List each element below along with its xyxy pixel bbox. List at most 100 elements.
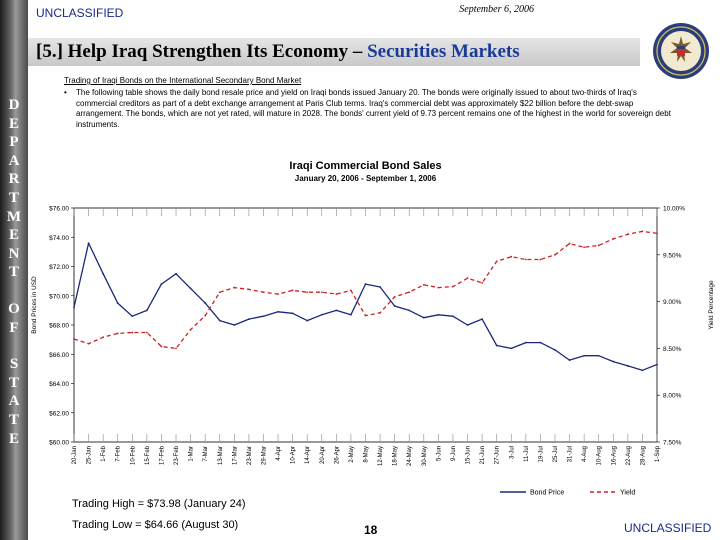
bond-price-point — [364, 283, 367, 285]
x-axis-tick-label: 26-Apr — [334, 446, 340, 464]
yield-point — [422, 283, 425, 286]
right-axis-tick-label: 8.50% — [663, 346, 682, 353]
bond-price-point — [175, 272, 177, 275]
sidebar-letter: N — [8, 245, 20, 262]
x-axis-tick-label: 27-Jun — [495, 446, 501, 464]
yield-point — [583, 246, 586, 249]
x-axis-tick-label: 23-Feb — [174, 445, 180, 465]
yield-point — [495, 260, 498, 263]
yield-point — [408, 291, 411, 294]
yield-point — [612, 237, 615, 240]
trading-high: Trading High = $73.98 (January 24) — [72, 498, 246, 510]
yield-point — [554, 253, 556, 256]
bond-price-point — [277, 310, 279, 313]
section-heading: Trading of Iraqi Bonds on the Internatio… — [64, 76, 302, 85]
chart-subtitle: January 20, 2006 - September 1, 2006 — [295, 174, 437, 183]
bond-chart: Iraqi Commercial Bond Sales January 20, 2… — [31, 160, 715, 497]
x-axis-tick-label: 15-Jun — [466, 446, 472, 464]
bond-price-point — [306, 319, 309, 322]
state-seal-icon — [653, 23, 709, 79]
x-axis-tick-label: 9-Jun — [451, 446, 457, 461]
yield-point — [175, 347, 177, 350]
yield-point — [131, 331, 134, 334]
yield-point — [189, 328, 192, 331]
bond-price-point — [626, 365, 629, 367]
bond-price-point — [350, 313, 352, 316]
bond-price-point — [612, 360, 615, 363]
left-axis-tick-label: $72.00 — [49, 264, 69, 271]
x-axis-tick-label: 24-May — [407, 446, 413, 466]
x-axis-tick-label: 29-Mar — [261, 446, 267, 465]
bond-price-point — [568, 359, 571, 361]
bond-price-point — [102, 272, 105, 275]
x-axis-tick-label: 10-Aug — [597, 446, 603, 465]
left-axis-tick-label: $74.00 — [49, 235, 69, 242]
sidebar-letter: T — [8, 374, 19, 391]
sidebar-letter: F — [9, 319, 19, 336]
header-date: September 6, 2006 — [459, 4, 534, 15]
yield-point — [626, 233, 629, 236]
yield-point — [291, 289, 294, 292]
title-prefix: [5.] Help Iraq Strengthen Its Economy – — [36, 41, 368, 62]
yield-point — [379, 311, 381, 314]
x-axis-tick-label: 1-Mar — [189, 446, 195, 462]
trading-low: Trading Low = $64.66 (August 30) — [72, 519, 239, 531]
x-axis-tick-label: 25-Jul — [553, 446, 559, 462]
yield-point — [510, 255, 513, 258]
bullet-paragraph: • The following table shows the daily bo… — [64, 88, 674, 130]
bond-price-point — [481, 318, 483, 321]
x-axis-tick-label: 15-Feb — [145, 445, 151, 465]
x-axis-tick-label: 7-Feb — [116, 445, 122, 461]
bond-price-point — [73, 306, 75, 309]
left-axis-tick-label: $70.00 — [49, 293, 69, 300]
x-axis-tick-label: 22-Aug — [626, 446, 632, 465]
x-axis-tick-label: 12-May — [378, 446, 384, 466]
x-axis-tick-label: 21-Jun — [480, 446, 486, 464]
bond-price-point — [233, 324, 236, 326]
header-classification: UNCLASSIFIED — [36, 6, 124, 20]
yield-point — [524, 258, 527, 261]
sidebar-letter: M — [6, 208, 22, 225]
sidebar-letter: S — [9, 356, 19, 373]
x-axis-tick-label: 18-May — [393, 446, 399, 466]
yield-point — [641, 230, 644, 233]
sidebar-letter: E — [8, 115, 19, 132]
bond-price-point — [320, 313, 323, 316]
x-axis-tick-label: 1-Sep — [655, 445, 661, 462]
sidebar-letter: E — [8, 227, 19, 244]
yield-point — [452, 285, 454, 288]
sidebar-letter: A — [8, 152, 20, 169]
x-axis-tick-label: 8-May — [364, 446, 370, 463]
sidebar-letter: O — [8, 300, 20, 317]
legend-label: Bond Price — [530, 490, 564, 497]
yield-point — [335, 293, 338, 296]
bond-price-point — [248, 318, 250, 321]
x-axis-tick-label: 16-Aug — [611, 446, 617, 465]
x-axis-tick-label: 13-Mar — [218, 446, 224, 465]
x-axis-tick-label: 31-Jul — [568, 446, 574, 462]
bond-price-point — [160, 283, 163, 285]
bond-price-point — [204, 302, 207, 304]
yield-point — [73, 338, 75, 340]
x-axis-tick-label: 28-Aug — [640, 446, 646, 465]
left-axis-tick-label: $64.00 — [49, 381, 69, 388]
right-axis-tick-label: 9.00% — [663, 299, 682, 306]
x-axis-tick-label: 7-Mar — [203, 446, 209, 462]
right-axis-tick-label: 10.00% — [663, 206, 685, 213]
x-axis-tick-label: 5-Jun — [436, 446, 442, 461]
bond-price-point — [335, 309, 338, 312]
y-axis-label: Bond Prices in USD — [31, 276, 38, 334]
right-axis-tick-label: 7.50% — [663, 440, 682, 447]
y2-axis-label: Yield Percentage — [708, 280, 715, 330]
yield-point — [116, 332, 119, 335]
left-axis-tick-label: $62.00 — [49, 410, 69, 417]
bullet-text: The following table shows the daily bond… — [76, 88, 671, 129]
x-axis-tick-label: 1-Feb — [101, 445, 107, 461]
bond-price-point — [597, 354, 600, 357]
yield-point — [656, 232, 658, 235]
bond-price-point — [641, 369, 644, 372]
sidebar-letter: R — [8, 171, 20, 188]
yield-point — [306, 291, 309, 294]
